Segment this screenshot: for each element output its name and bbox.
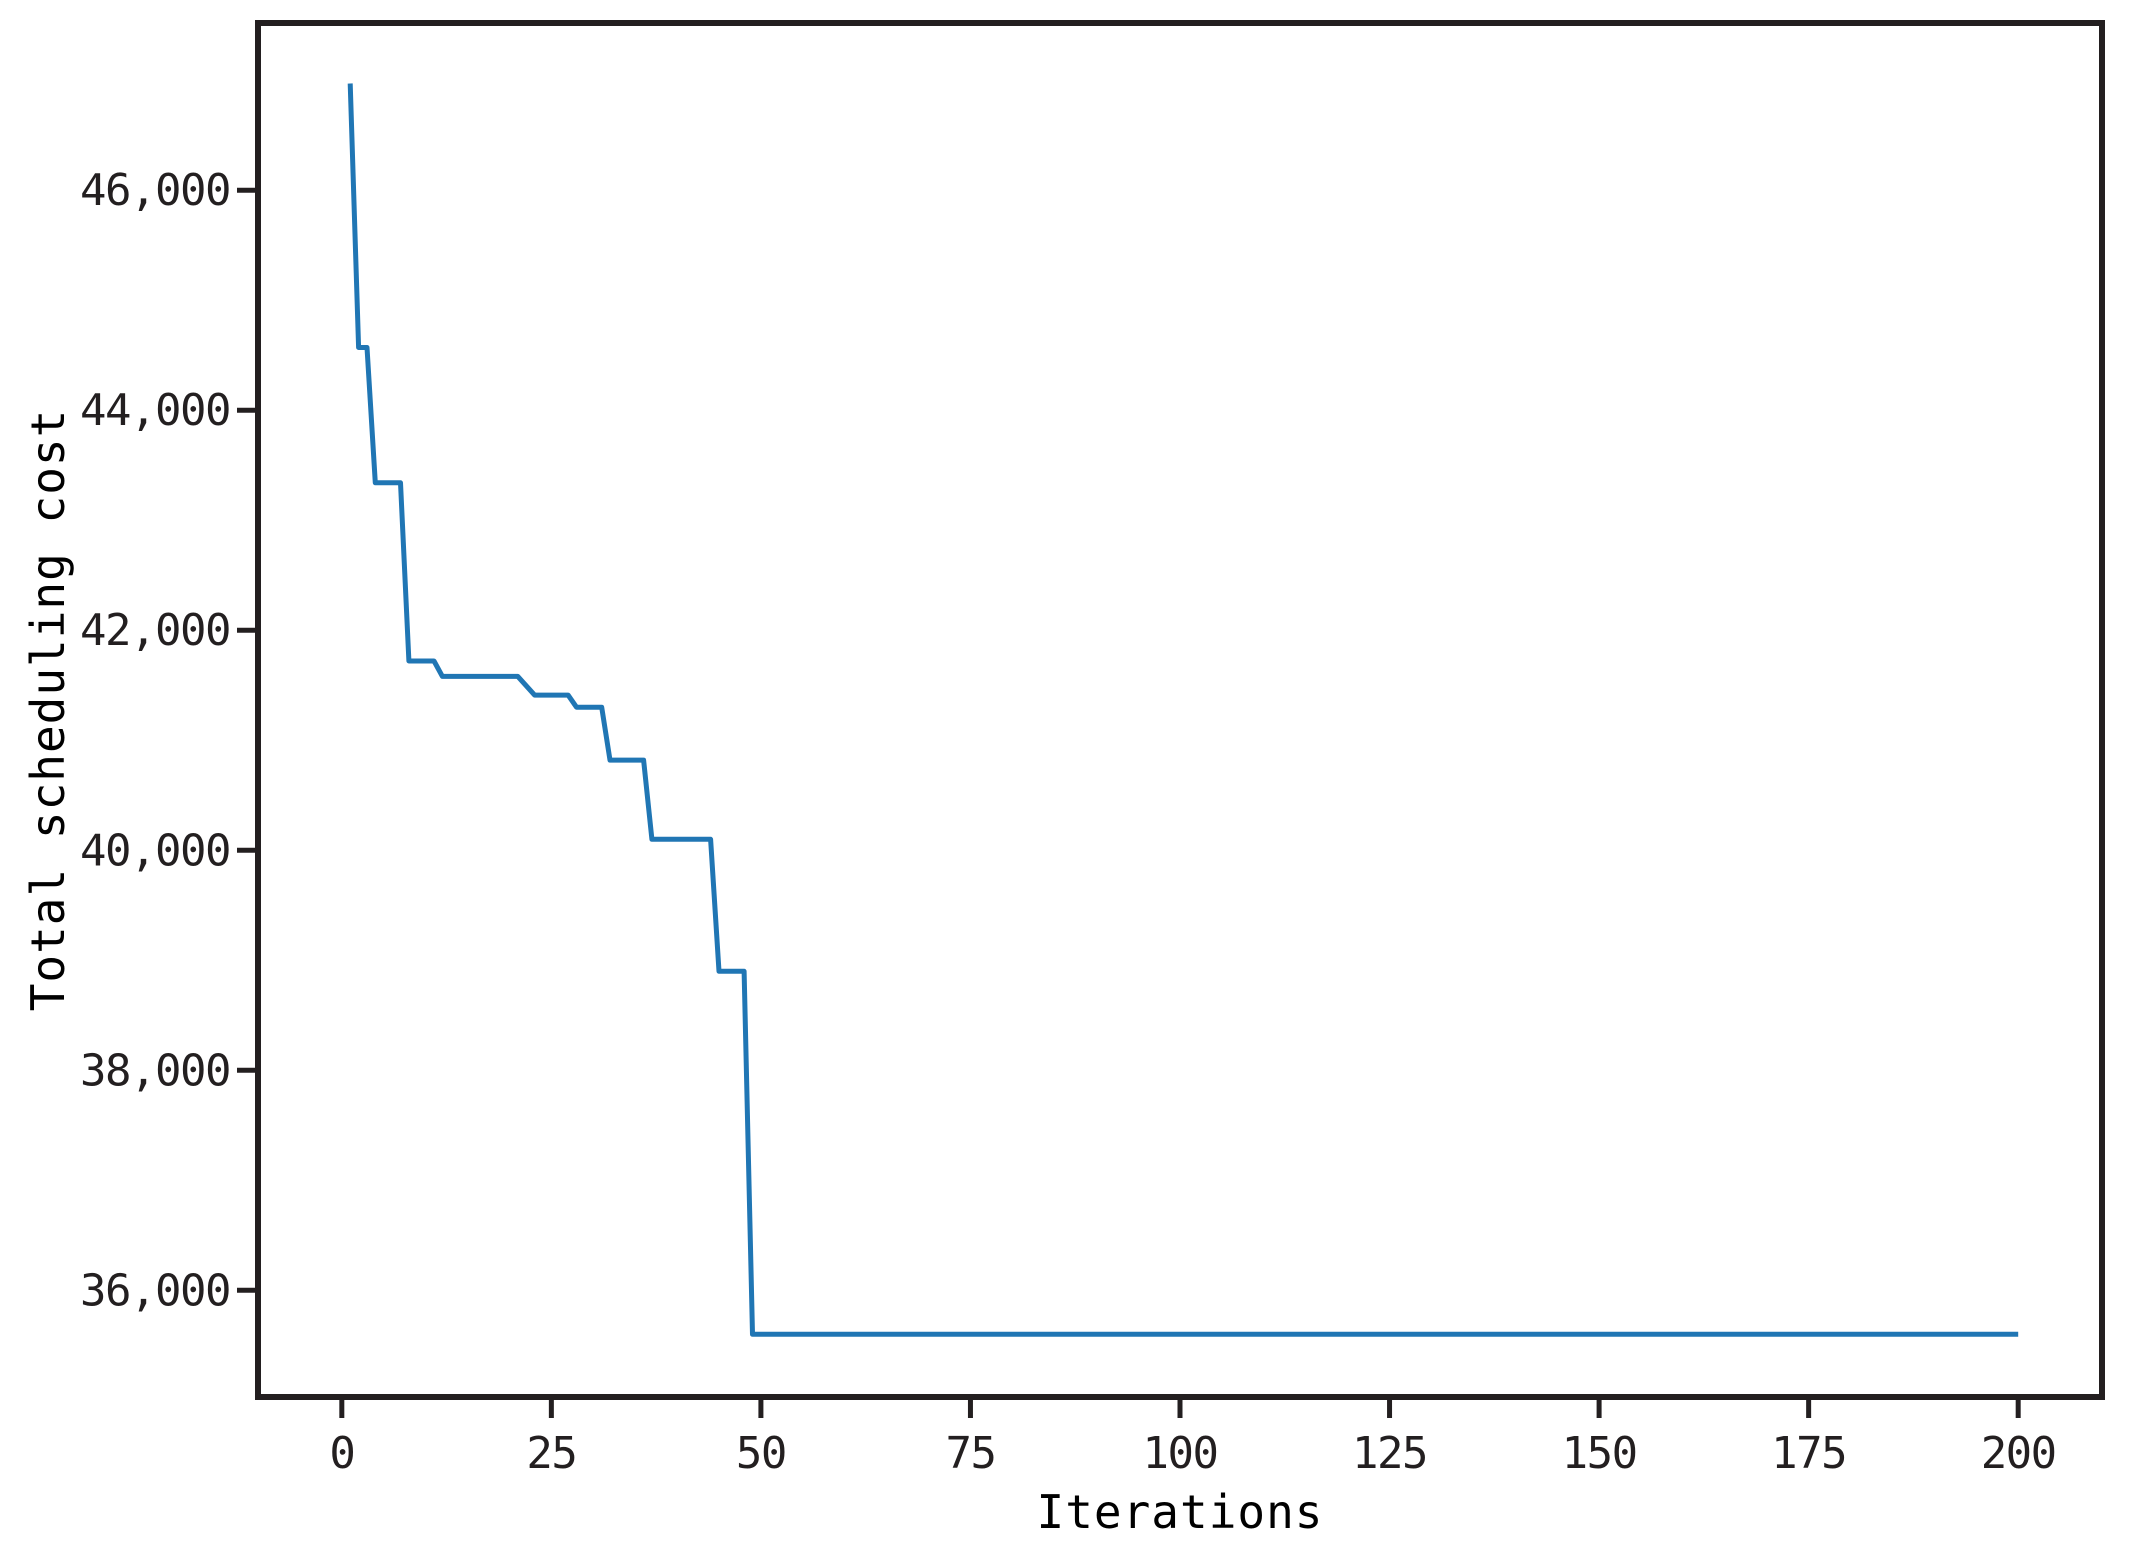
y-axis-title: Total scheduling cost — [21, 408, 75, 1012]
x-tick-label: 150 — [1562, 1428, 1637, 1479]
cost-line-series — [347, 83, 2019, 1337]
x-tick-label: 50 — [736, 1428, 786, 1479]
y-tick-label: 44,000 — [80, 385, 230, 436]
y-tick-label: 36,000 — [80, 1265, 230, 1316]
y-tick-label: 46,000 — [80, 165, 230, 216]
x-tick-label: 125 — [1352, 1428, 1427, 1479]
plot-frame — [255, 20, 2105, 1400]
x-tick-label: 100 — [1143, 1428, 1218, 1479]
x-tick-label: 0 — [329, 1428, 354, 1479]
y-tick-label: 38,000 — [80, 1045, 230, 1096]
plot-area — [258, 23, 2102, 1397]
y-tick-label: 40,000 — [80, 825, 230, 876]
y-tick-label: 42,000 — [80, 605, 230, 656]
x-tick-label: 75 — [945, 1428, 995, 1479]
x-tick-label: 175 — [1771, 1428, 1846, 1479]
x-axis-title: Iterations — [1036, 1485, 1324, 1539]
x-tick-label: 200 — [1981, 1428, 2056, 1479]
x-tick-label: 25 — [526, 1428, 576, 1479]
